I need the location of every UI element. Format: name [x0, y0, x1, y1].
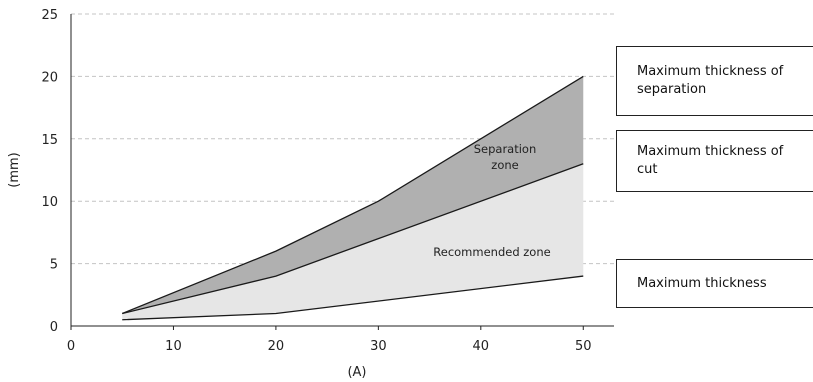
- legend-item-label: Maximum thickness of separation: [637, 64, 784, 97]
- legend-item-label: Maximum thickness of cut: [637, 144, 784, 177]
- series-line: [121, 75, 584, 315]
- legend-item-cut: Maximum thickness of cut: [616, 130, 813, 192]
- zone-label: Separation zone: [474, 142, 537, 172]
- zone-label: Recommended zone: [433, 245, 550, 259]
- y-tick-label: 10: [41, 195, 58, 210]
- x-tick-label: 20: [268, 339, 285, 354]
- series-line: [122, 163, 584, 315]
- zone-label-line: Recommended zone: [433, 245, 550, 259]
- y-tick-label: 25: [41, 8, 58, 23]
- legend-item-separation: Maximum thickness of separation: [616, 46, 813, 116]
- y-tick-label: 20: [41, 70, 58, 85]
- y-tick-label: 0: [50, 320, 58, 335]
- zone-label-line: zone: [491, 158, 518, 172]
- series-lines: [121, 75, 584, 321]
- x-tick-label: 0: [67, 339, 75, 354]
- zone-labels: Separation zone Recommended zone: [433, 142, 550, 259]
- y-tick-label: 15: [41, 133, 58, 148]
- y-axis-title: (mm): [7, 152, 22, 187]
- x-tick-label: 30: [370, 339, 387, 354]
- x-axis-title: (A): [347, 365, 366, 380]
- x-tick-label: 40: [473, 339, 490, 354]
- zones: [122, 76, 584, 320]
- legend-item-label: Maximum thickness: [637, 275, 767, 291]
- tick-labels: 0 10 20 30 40 50 0 5 10 15 20 25: [41, 8, 591, 354]
- zone-area: [122, 163, 584, 320]
- zone-area: [122, 76, 584, 314]
- zone-label-line: Separation: [474, 142, 537, 156]
- x-tick-label: 50: [575, 339, 592, 354]
- y-tick-label: 5: [50, 258, 58, 273]
- axes: [70, 14, 614, 327]
- x-tick-label: 10: [165, 339, 182, 354]
- legend-item-max-thickness: Maximum thickness: [616, 259, 813, 308]
- series-line: [122, 275, 584, 321]
